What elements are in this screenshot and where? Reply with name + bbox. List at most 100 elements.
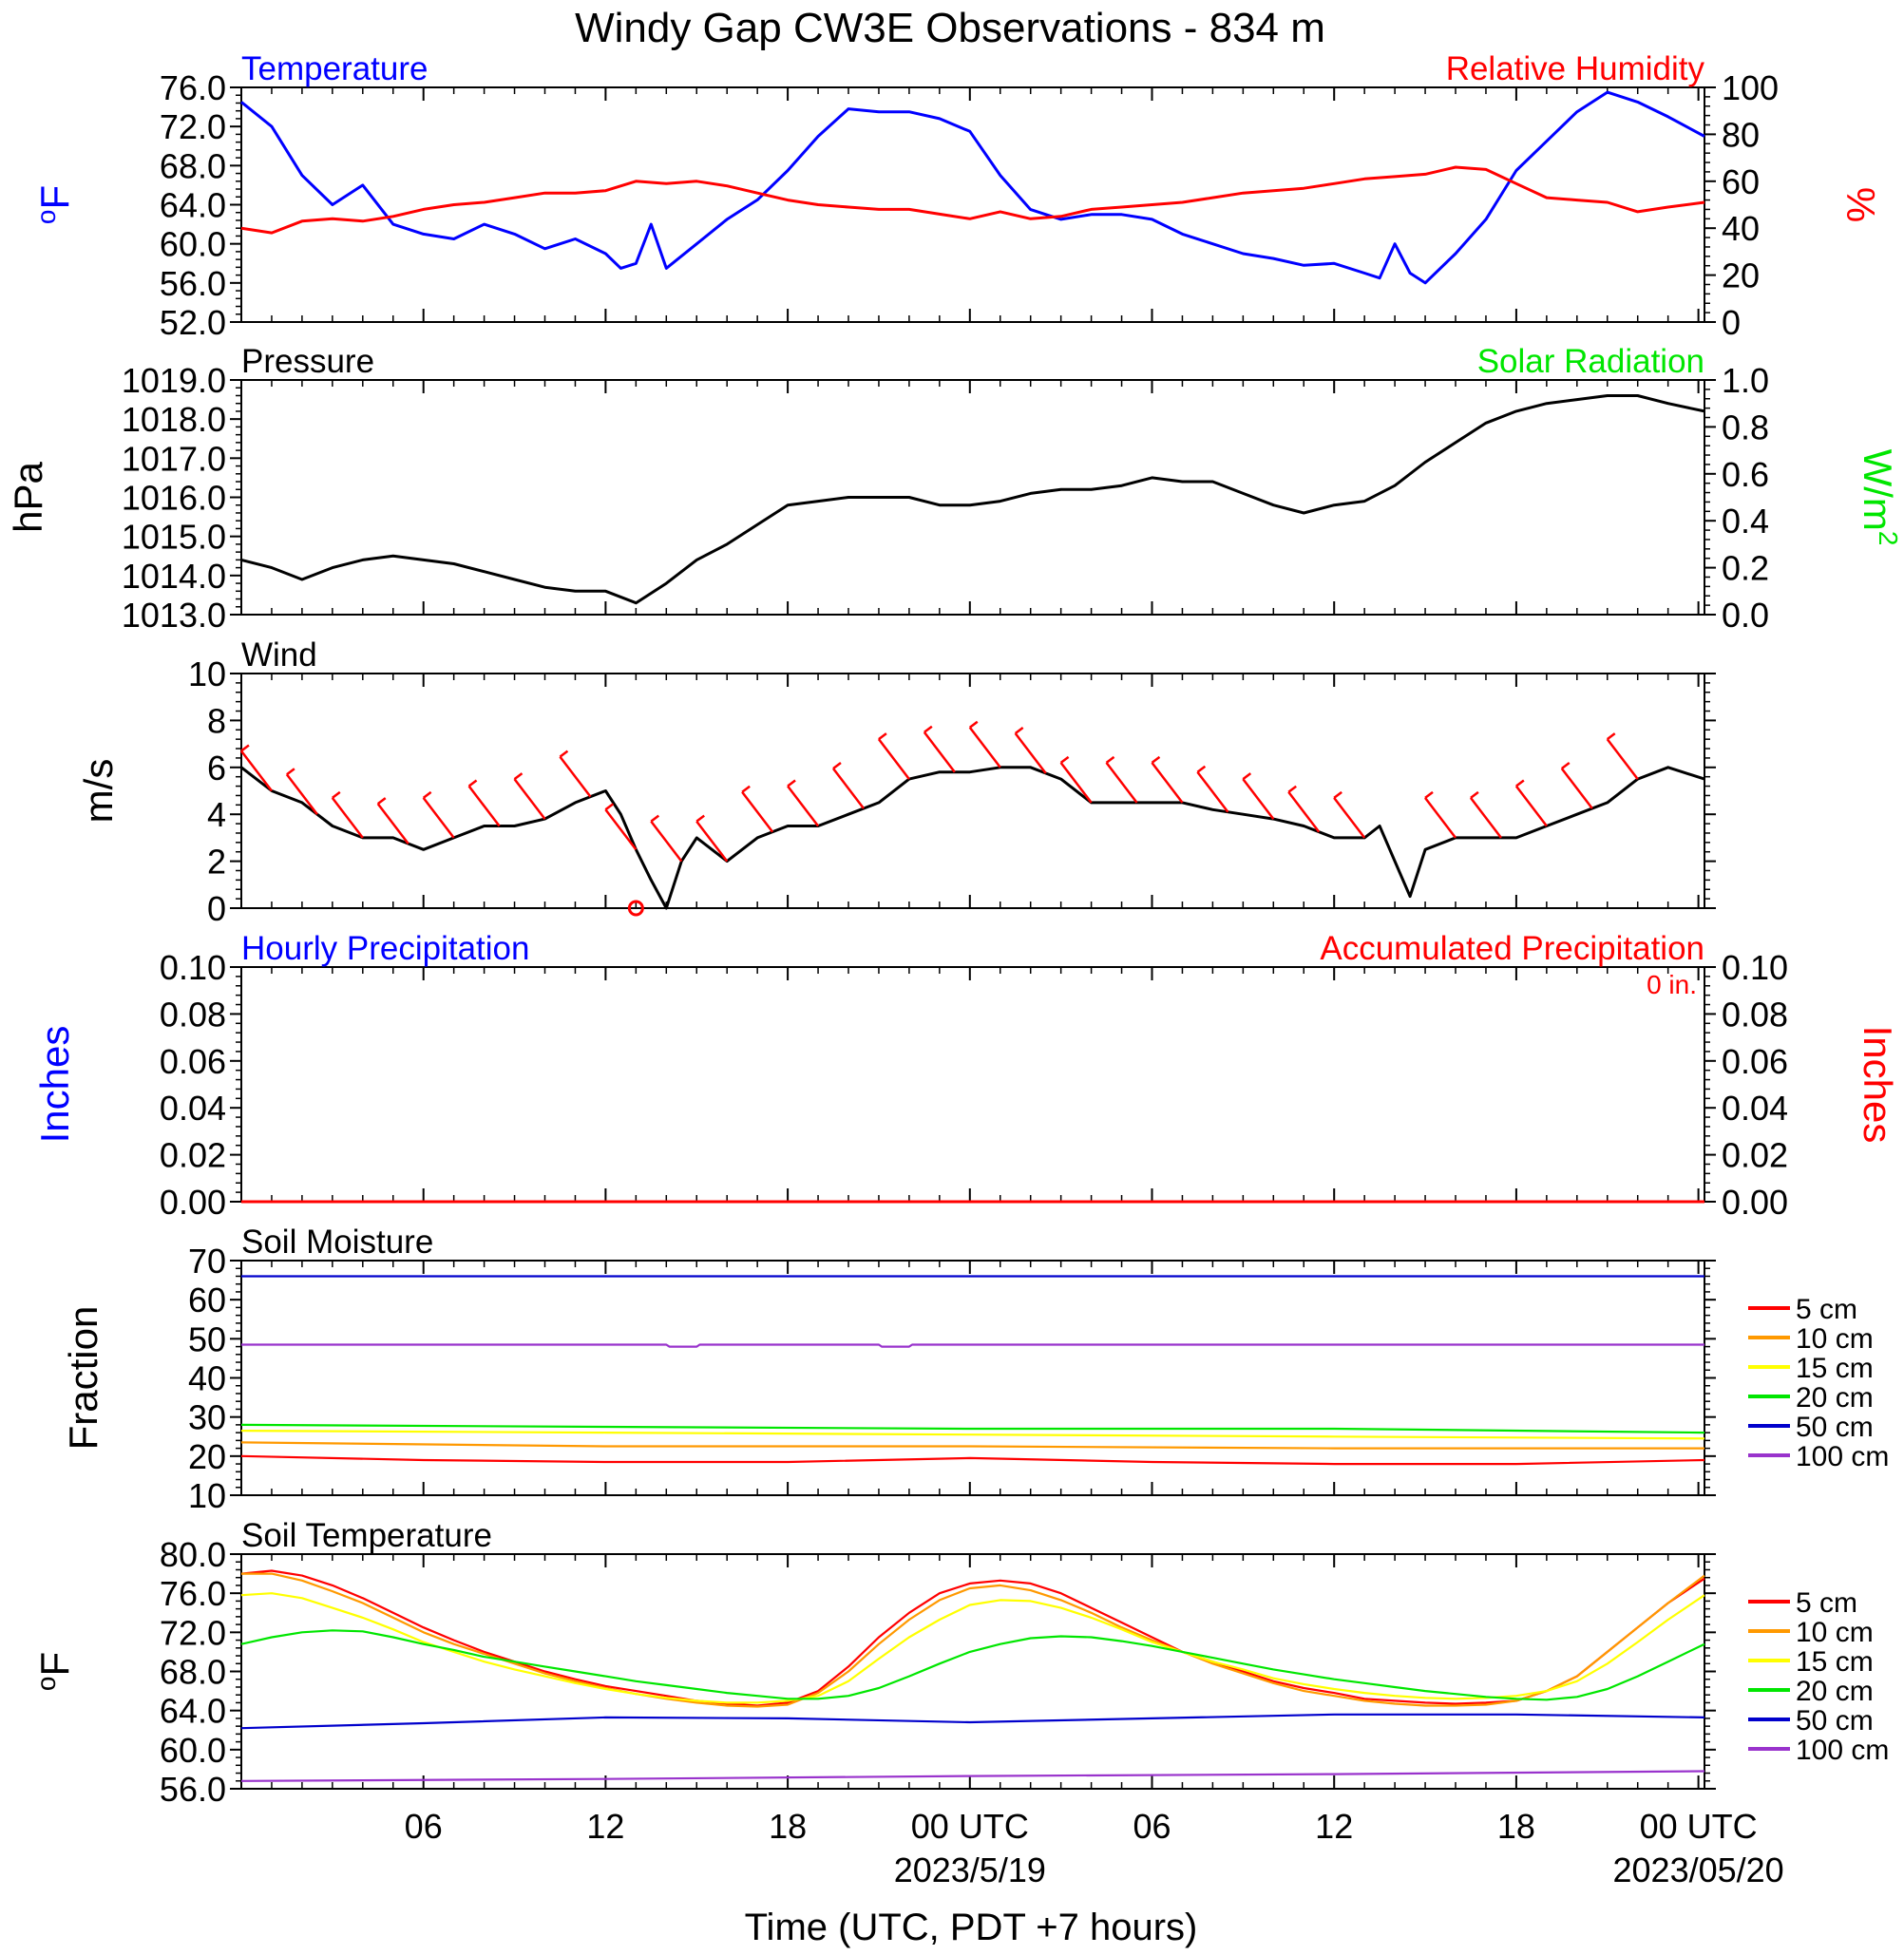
wind-barb-flag bbox=[969, 720, 979, 729]
x-tick-label: 12 bbox=[586, 1807, 624, 1846]
wind-barb bbox=[1151, 762, 1184, 804]
wind-barb bbox=[923, 731, 956, 773]
legend-label: 10 cm bbox=[1796, 1323, 1874, 1355]
panel-title-left: Temperature bbox=[241, 50, 428, 87]
wind-barb-flag bbox=[1287, 785, 1297, 793]
wind-barb bbox=[877, 738, 910, 780]
x-date-label: 2023/05/20 bbox=[1613, 1851, 1784, 1889]
wind-barb bbox=[1606, 738, 1639, 780]
wind-barb-flag bbox=[787, 779, 796, 788]
wind-barb-flag bbox=[1196, 765, 1207, 773]
wind-barb-flag bbox=[467, 779, 478, 788]
series-line-20-cm bbox=[240, 1629, 1705, 1701]
panel-title-left: Pressure bbox=[241, 343, 374, 380]
panel-title-right: Accumulated Precipitation bbox=[1320, 930, 1704, 967]
wind-barb bbox=[513, 778, 546, 820]
wind-barb-flag bbox=[1105, 755, 1115, 764]
y-tick-label-right: 0.6 bbox=[1722, 455, 1769, 494]
panel-3: 0 2 4 6 8 10 Wind m/s bbox=[76, 636, 1716, 928]
y-tick-label-right: 1.0 bbox=[1722, 361, 1769, 400]
y-tick-label-right: 0.04 bbox=[1722, 1089, 1788, 1128]
y-tick-label-right: 0.2 bbox=[1722, 549, 1769, 588]
plot-frame bbox=[240, 673, 1705, 909]
y-axis-label-left: Fraction bbox=[61, 1306, 105, 1451]
wind-barb-flag bbox=[1515, 779, 1525, 788]
x-tick-label: 18 bbox=[1497, 1807, 1535, 1846]
wind-barb-flag bbox=[1470, 790, 1479, 799]
plot-frame bbox=[240, 1553, 1705, 1790]
wind-barb-flag bbox=[240, 744, 250, 752]
wind-barb-flag bbox=[376, 797, 387, 806]
y-tick-label-left: 20 bbox=[188, 1437, 226, 1476]
wind-barb bbox=[1196, 770, 1229, 813]
legend-label: 100 cm bbox=[1796, 1735, 1889, 1766]
y-tick-label-left: 1019.0 bbox=[122, 361, 226, 400]
series-line-100-cm bbox=[240, 1770, 1705, 1782]
wind-barb bbox=[1059, 762, 1093, 804]
y-tick-label-left: 1017.0 bbox=[122, 439, 226, 478]
wind-barb-flag bbox=[1561, 762, 1571, 770]
y-tick-label-right: 0.0 bbox=[1722, 596, 1769, 635]
y-tick-label-left: 1016.0 bbox=[122, 479, 226, 518]
y-axis-label-right: W/m2 bbox=[1856, 449, 1903, 546]
wind-barb-flag bbox=[1014, 726, 1024, 734]
y-axis-label-left: oF bbox=[31, 185, 77, 224]
legend-label: 50 cm bbox=[1796, 1412, 1874, 1443]
wind-barb bbox=[239, 750, 273, 792]
wind-barb-flag bbox=[422, 790, 432, 799]
y-tick-label-left: 80.0 bbox=[160, 1535, 226, 1574]
wind-barb bbox=[1105, 762, 1138, 804]
wind-barb bbox=[1514, 785, 1548, 827]
legend-label: 15 cm bbox=[1796, 1353, 1874, 1384]
y-tick-label-right: 60 bbox=[1722, 162, 1760, 201]
y-tick-label-left: 2 bbox=[207, 843, 226, 882]
series-line-15-cm bbox=[240, 1592, 1705, 1704]
legend-label: 100 cm bbox=[1796, 1441, 1889, 1472]
y-tick-label-left: 72.0 bbox=[160, 1613, 226, 1652]
legend-label: 5 cm bbox=[1796, 1587, 1857, 1619]
x-tick-label: 00 UTC bbox=[1640, 1807, 1758, 1846]
y-tick-label-left: 40 bbox=[188, 1359, 226, 1398]
panel-title-left: Soil Temperature bbox=[241, 1517, 492, 1554]
wind-barb bbox=[604, 808, 638, 851]
series-line-5-cm bbox=[240, 1569, 1705, 1707]
wind-barb-flag bbox=[286, 768, 295, 776]
wind-barb bbox=[741, 790, 774, 833]
y-axis-label-right: % bbox=[1838, 187, 1883, 222]
wind-barb bbox=[331, 797, 364, 839]
wind-barb bbox=[1242, 778, 1275, 820]
y-tick-label-right: 100 bbox=[1722, 68, 1779, 107]
figure-title: Windy Gap CW3E Observations - 834 m bbox=[575, 5, 1325, 51]
y-tick-label-left: 76.0 bbox=[160, 68, 226, 107]
y-tick-label-left: 4 bbox=[207, 795, 226, 834]
y-tick-label-right: 0 bbox=[1722, 303, 1741, 342]
series-line-temperature bbox=[240, 90, 1705, 285]
wind-barb-flag bbox=[1059, 755, 1070, 764]
y-tick-label-right: 0.08 bbox=[1722, 995, 1788, 1034]
y-tick-label-left: 0.06 bbox=[160, 1042, 226, 1081]
series-line-relative-humidity bbox=[240, 165, 1705, 235]
legend-label: 20 cm bbox=[1796, 1676, 1874, 1707]
wind-barb-flag bbox=[1606, 732, 1616, 741]
y-tick-label-left: 70 bbox=[188, 1242, 226, 1281]
panel-4: 0.00 0.02 0.04 0.06 0.08 0.10 0.00 0.02 0.04 0.06… bbox=[32, 930, 1900, 1222]
wind-barb-flag bbox=[1333, 790, 1342, 799]
wind-barb-flag bbox=[332, 790, 341, 799]
wind-barb bbox=[1287, 790, 1321, 833]
wind-barb bbox=[831, 768, 865, 809]
wind-barb-flag bbox=[923, 725, 933, 733]
y-tick-label-left: 76.0 bbox=[160, 1574, 226, 1613]
y-tick-label-left: 6 bbox=[207, 749, 226, 788]
wind-barb-flag bbox=[1242, 772, 1252, 781]
x-tick-label: 06 bbox=[405, 1807, 443, 1846]
wind-barb-flag bbox=[604, 803, 615, 811]
y-tick-label-left: 50 bbox=[188, 1319, 226, 1358]
y-tick-label-left: 30 bbox=[188, 1398, 226, 1437]
series-line-20-cm bbox=[240, 1423, 1705, 1434]
wind-barb bbox=[1333, 797, 1366, 839]
y-tick-label-right: 0.06 bbox=[1722, 1042, 1788, 1081]
x-tick-label: 12 bbox=[1315, 1807, 1353, 1846]
x-tick-label: 06 bbox=[1133, 1807, 1171, 1846]
wind-barb bbox=[787, 785, 820, 827]
